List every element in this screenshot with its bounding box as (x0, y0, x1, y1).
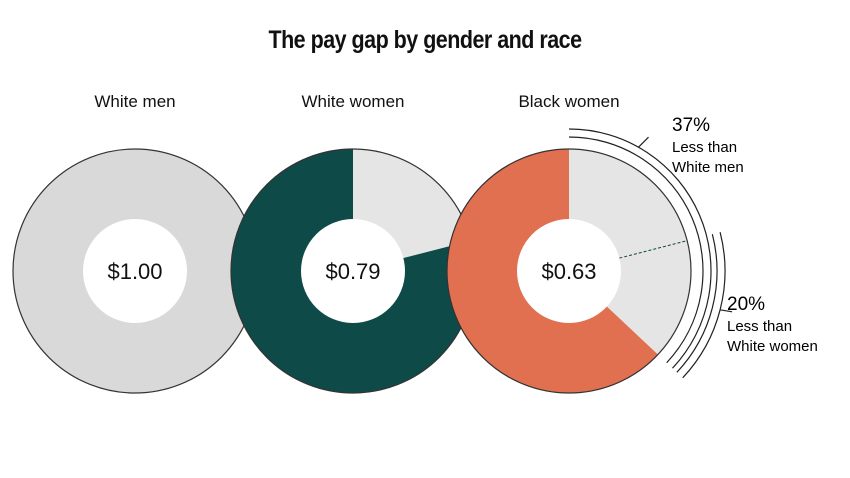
donut-white-men: $1.00 White men (12, 92, 258, 394)
donut-category-label: White women (302, 92, 405, 111)
annotation-bracket-37-inner (568, 136, 704, 364)
annotation-bracket-37-outer (568, 128, 712, 369)
donut-slice-remainder (569, 149, 691, 355)
chart-title: The pay gap by gender and race (268, 26, 582, 54)
donut-value-label: $0.63 (541, 259, 596, 284)
annotation-group: 37% Less than White men 20% Less than Wh… (568, 115, 818, 379)
annotation-20-line2: White women (727, 338, 818, 355)
donut-white-women: $0.79 White women (230, 92, 476, 394)
annotation-tick-20 (720, 309, 733, 313)
gap-divider-line (619, 240, 688, 259)
annotation-20-percent: 20% (727, 294, 765, 315)
annotation-bracket-20-inner (676, 234, 718, 373)
annotation-tick-37 (638, 136, 649, 148)
donut-hole (517, 219, 621, 323)
donut-category-label: White men (94, 92, 175, 111)
annotation-37-line2: White men (672, 159, 744, 176)
donut-hole (83, 219, 187, 323)
annotation-37-line1: Less than (672, 139, 737, 156)
donut-value-label: $1.00 (107, 259, 162, 284)
annotation-37-percent: 37% (672, 115, 710, 136)
annotation-20-line1: Less than (727, 318, 792, 335)
donut-category-label: Black women (518, 92, 619, 111)
donut-black-women: $0.63 Black women (446, 92, 692, 394)
donut-group: $1.00 White men $0.79 White women $0.63 Black… (12, 92, 692, 394)
donut-hole (301, 219, 405, 323)
donut-value-label: $0.79 (325, 259, 380, 284)
donut-outline (446, 148, 692, 394)
